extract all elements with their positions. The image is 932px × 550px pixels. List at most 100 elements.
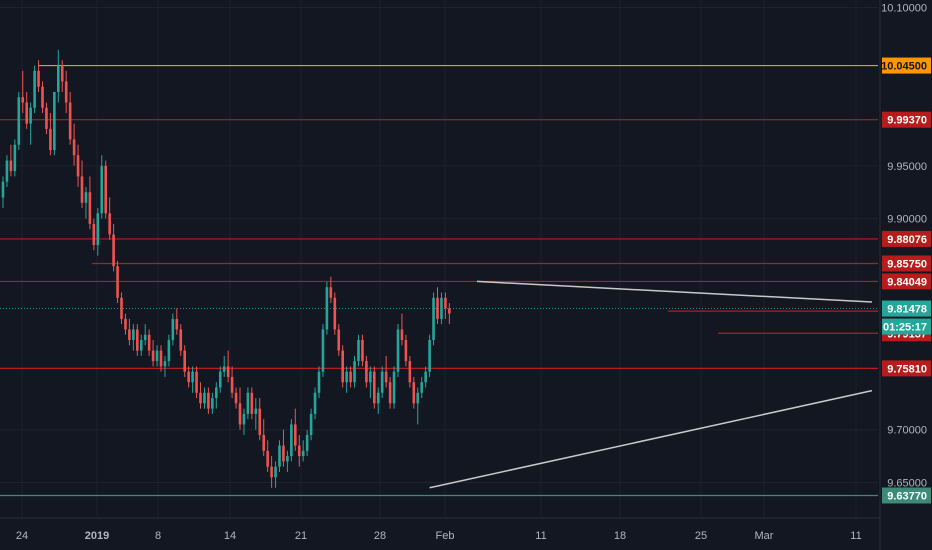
candles [1, 49, 451, 488]
time-tick-label: Mar [755, 530, 774, 542]
candle-body [341, 350, 344, 383]
price-tick-label: 10.10000 [881, 3, 927, 15]
candle-body [37, 70, 40, 87]
level-price-label-tag [882, 360, 931, 377]
candle-body [84, 192, 88, 203]
candle-body [120, 297, 123, 319]
price-tick-label: 9.70000 [887, 425, 927, 437]
candle-body [25, 102, 28, 124]
candle-body [179, 329, 183, 351]
candle-body [384, 371, 388, 383]
candle-body [57, 65, 60, 92]
price-tick-label: 9.90000 [887, 214, 927, 226]
price-tick-label: 9.65000 [887, 478, 927, 490]
candle-body [17, 97, 21, 145]
candle-body [337, 329, 341, 351]
candle-body [21, 97, 25, 103]
candle-body [416, 392, 420, 404]
candle-body [163, 361, 167, 367]
level-price-label: 9.84049 [887, 276, 927, 288]
candle-body [436, 297, 439, 319]
candle-body [278, 445, 281, 467]
trendlines[interactable] [429, 280, 873, 489]
candle-body [76, 155, 80, 177]
candle-body [41, 86, 44, 108]
candle-body [104, 165, 107, 214]
candle-body [151, 350, 155, 362]
candle-body [305, 435, 309, 451]
candle-body [329, 287, 333, 298]
horizontal-levels[interactable] [0, 64, 878, 497]
candle-body [286, 456, 289, 462]
candle-body [175, 318, 179, 330]
candle-body [428, 340, 431, 372]
time-tick-label: 11 [535, 530, 546, 542]
candle-body [199, 392, 202, 404]
candle-body [353, 361, 356, 383]
candle-body [226, 366, 230, 377]
candle-body [222, 366, 226, 372]
candle-body [124, 318, 127, 330]
candle-body [357, 340, 360, 362]
candle-body [274, 466, 277, 478]
time-axis[interactable]: 24 2019 8 14 21 28 Feb 11 18 25 Mar 11 [0, 517, 880, 542]
candle-body [211, 398, 214, 409]
trendline-lower[interactable] [429, 389, 873, 489]
candle-body [440, 297, 443, 319]
candle-body [96, 213, 100, 245]
candle-body [388, 382, 392, 404]
candle-body [258, 408, 262, 435]
candle-body [203, 392, 206, 404]
candle-body [404, 340, 408, 362]
time-tick-label: Feb [436, 530, 455, 542]
candle-body [45, 107, 48, 129]
candle-body [290, 424, 293, 457]
candle-body [254, 408, 258, 414]
candle-body [238, 403, 242, 425]
candle-body [143, 334, 147, 340]
candle-body [373, 371, 376, 404]
candle-body [262, 435, 265, 451]
candle-body [171, 318, 175, 340]
candle-body [444, 297, 447, 309]
candle-body [230, 376, 234, 393]
time-tick-label: 21 [295, 530, 307, 542]
level-price-label: 10.04500 [881, 61, 927, 73]
time-tick-label: 8 [155, 530, 161, 542]
price-axis[interactable]: 10.10000 9.95000 9.90000 9.70000 9.65000 10.0… [879, 0, 932, 550]
level-price-label: 9.88076 [887, 234, 927, 246]
price-tick-label: 9.95000 [887, 161, 927, 173]
candle-body [301, 450, 305, 457]
candle-body [9, 160, 13, 172]
candle-body [242, 413, 246, 425]
current-price-label-tag [882, 300, 931, 317]
candle-body [53, 91, 56, 150]
candle-body [167, 340, 171, 362]
candle-body [282, 445, 285, 462]
grid [0, 0, 878, 518]
candle-body [64, 81, 68, 103]
candle-body [420, 382, 423, 393]
candle-body [246, 392, 250, 414]
candle-body [321, 329, 325, 372]
candle-body [92, 223, 96, 245]
time-tick-label: 18 [614, 530, 626, 542]
candle-body [88, 192, 92, 224]
candle-body [376, 392, 380, 404]
candle-body [80, 176, 84, 203]
candle-body [400, 329, 404, 340]
trendline-upper[interactable] [476, 280, 873, 303]
candle-body [1, 181, 5, 198]
candle-body [13, 144, 17, 172]
candle-body [361, 340, 364, 362]
candle-body [68, 102, 72, 140]
level-price-label: 9.75810 [887, 363, 927, 375]
candle-body [380, 371, 384, 393]
time-tick-label: 11 [850, 530, 861, 542]
time-tick-label: 25 [695, 530, 707, 542]
candle-body [432, 297, 435, 340]
candle-body [218, 371, 222, 388]
candle-body [49, 128, 52, 150]
